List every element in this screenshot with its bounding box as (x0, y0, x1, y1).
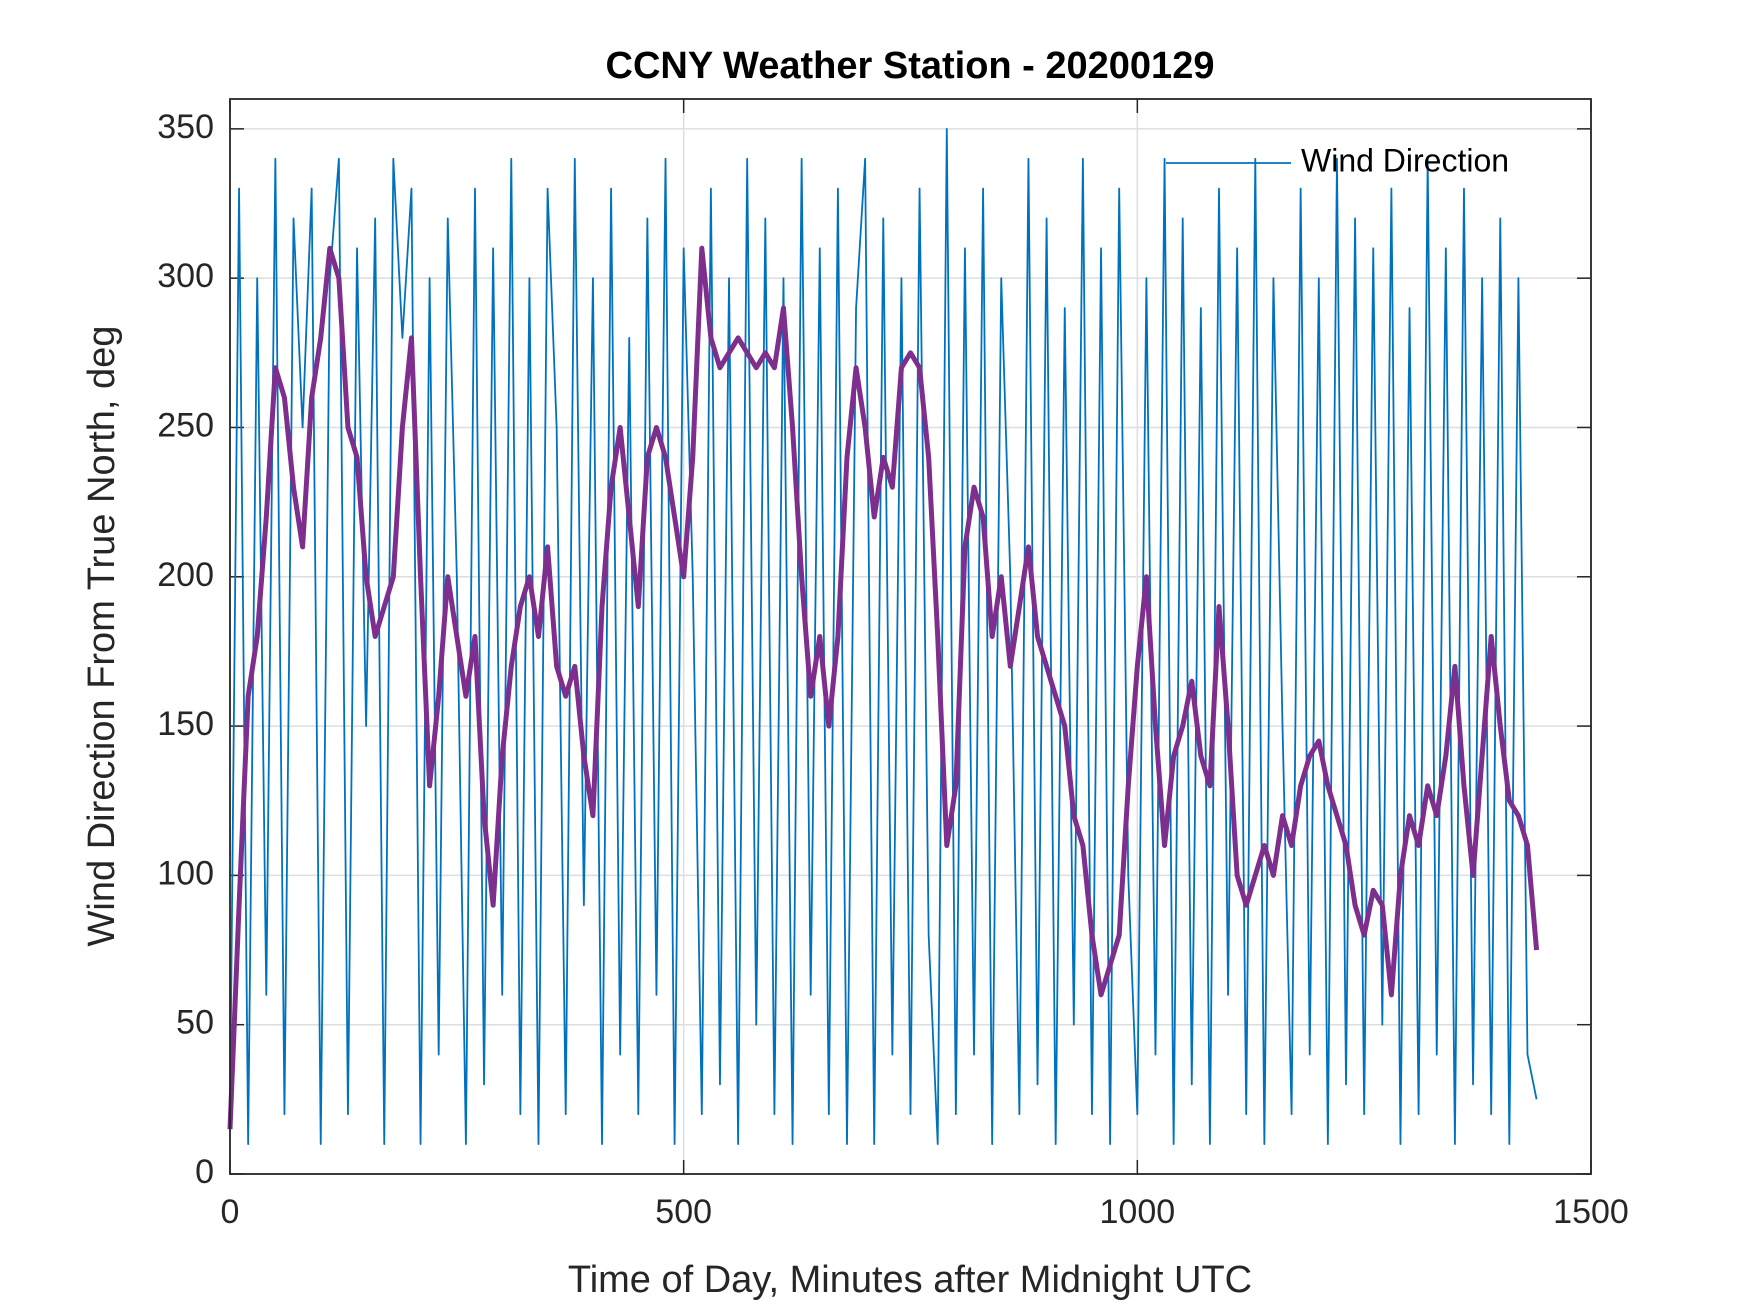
x-tick-label: 500 (655, 1193, 712, 1231)
chart-title: CCNY Weather Station - 20200129 (606, 45, 1215, 87)
y-tick-label: 350 (157, 108, 214, 146)
y-tick-label: 300 (157, 257, 214, 295)
x-tick-label: 1000 (1100, 1193, 1176, 1231)
legend-label: Wind Direction (1301, 142, 1509, 178)
y-tick-label: 0 (195, 1153, 214, 1191)
y-tick-label: 50 (176, 1004, 214, 1042)
y-tick-label: 100 (157, 854, 214, 892)
axes-box (229, 98, 1592, 1175)
y-tick-label: 250 (157, 406, 214, 444)
data-line (229, 127, 1538, 1146)
x-tick-label: 0 (221, 1193, 240, 1231)
data-line (227, 245, 1540, 1130)
y-axis-label: Wind Direction From True North, deg (81, 326, 123, 947)
y-tick-label: 150 (157, 705, 214, 743)
x-tick-label: 1500 (1553, 1193, 1629, 1231)
y-tick-label: 200 (157, 556, 214, 594)
x-axis-label: Time of Day, Minutes after Midnight UTC (568, 1259, 1252, 1301)
